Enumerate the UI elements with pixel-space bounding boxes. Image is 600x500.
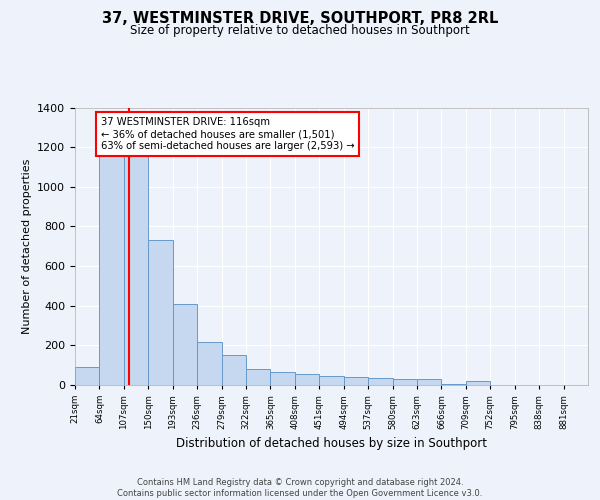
Bar xyxy=(271,372,295,385)
Y-axis label: Number of detached properties: Number of detached properties xyxy=(22,158,32,334)
Text: 37, WESTMINSTER DRIVE, SOUTHPORT, PR8 2RL: 37, WESTMINSTER DRIVE, SOUTHPORT, PR8 2R… xyxy=(102,11,498,26)
Bar xyxy=(246,369,271,385)
Bar xyxy=(173,304,197,385)
Bar xyxy=(75,367,100,385)
Bar xyxy=(466,382,490,385)
Bar xyxy=(344,377,368,385)
Bar xyxy=(295,374,319,385)
Bar xyxy=(124,156,148,385)
Bar xyxy=(197,342,221,385)
Text: Contains HM Land Registry data © Crown copyright and database right 2024.
Contai: Contains HM Land Registry data © Crown c… xyxy=(118,478,482,498)
Bar xyxy=(221,356,246,385)
Text: Size of property relative to detached houses in Southport: Size of property relative to detached ho… xyxy=(130,24,470,37)
X-axis label: Distribution of detached houses by size in Southport: Distribution of detached houses by size … xyxy=(176,437,487,450)
Bar xyxy=(392,379,417,385)
Bar xyxy=(100,155,124,385)
Bar xyxy=(368,378,392,385)
Bar xyxy=(417,380,442,385)
Text: 37 WESTMINSTER DRIVE: 116sqm
← 36% of detached houses are smaller (1,501)
63% of: 37 WESTMINSTER DRIVE: 116sqm ← 36% of de… xyxy=(101,118,354,150)
Bar xyxy=(148,240,173,385)
Bar xyxy=(319,376,344,385)
Bar xyxy=(442,384,466,385)
